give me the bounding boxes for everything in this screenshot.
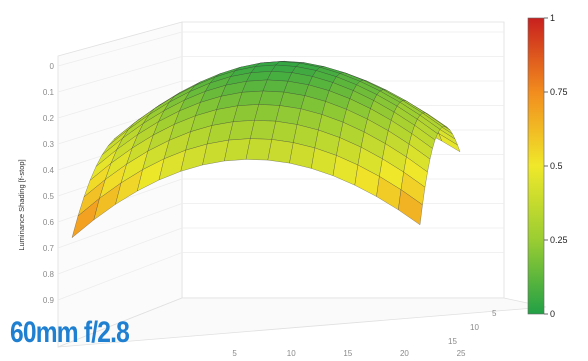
y-tick-label: 10: [470, 323, 479, 332]
surface-patch: [266, 71, 293, 82]
x-tick-label: 5: [232, 349, 237, 358]
x-tick-label: 15: [343, 349, 352, 358]
z-axis-label: Luminance Shading [f-stop]: [17, 159, 26, 250]
colorbar-tick-label: 0: [550, 309, 555, 319]
x-tick-label: 20: [400, 349, 409, 358]
y-tick-label: 5: [492, 309, 497, 318]
colorbar-gradient: [527, 17, 545, 315]
floor-plane: [57, 297, 547, 348]
x-tick-label: 25: [457, 349, 466, 358]
surface-patch: [258, 90, 285, 106]
surface-patch: [254, 104, 281, 122]
z-gridline: [57, 80, 183, 119]
z-tick-label: 0.7: [43, 244, 55, 253]
axis-ticks: 0 0.1 0.2 0.3 0.4 0.5 0.6 0.7 0.8 0.9 5 10 15 20 25 5 10…: [43, 62, 497, 358]
surface-mesh: [71, 60, 461, 239]
z-gridline: [57, 203, 183, 249]
y-tick-label: 15: [448, 337, 457, 346]
chart-caption: 60mm f/2.8: [10, 316, 130, 349]
z-tick-label: 0.9: [43, 296, 55, 305]
x-tick-label: 10: [287, 349, 296, 358]
z-tick-label: 0.3: [43, 140, 55, 149]
z-tick-label: 0.8: [43, 270, 55, 279]
z-tick-label: 0.5: [43, 192, 55, 201]
surface-patch: [245, 138, 273, 161]
surface-patch: [262, 79, 289, 93]
colorbar: 0 0.25 0.5 0.75 1: [527, 13, 568, 319]
z-tick-label: 0.6: [43, 218, 55, 227]
surface-patch: [267, 139, 294, 164]
surface-patch: [271, 120, 298, 143]
z-tick-label: 0.2: [43, 114, 55, 123]
colorbar-tick-label: 1: [550, 13, 555, 23]
z-tick-label: 0.4: [43, 166, 55, 175]
colorbar-tick-label: 0.25: [550, 235, 568, 245]
z-gridline: [57, 227, 183, 275]
surface-patch: [249, 120, 277, 140]
z-tick-label: 0.1: [43, 88, 55, 97]
z-tick-label: 0: [50, 62, 55, 71]
z-gridline: [57, 56, 183, 93]
surface-patch: [398, 189, 423, 226]
colorbar-tick-label: 0.75: [550, 87, 568, 97]
colorbar-tick-label: 0.5: [550, 161, 563, 171]
z-gridline: [57, 252, 183, 301]
z-gridline: [57, 31, 183, 67]
